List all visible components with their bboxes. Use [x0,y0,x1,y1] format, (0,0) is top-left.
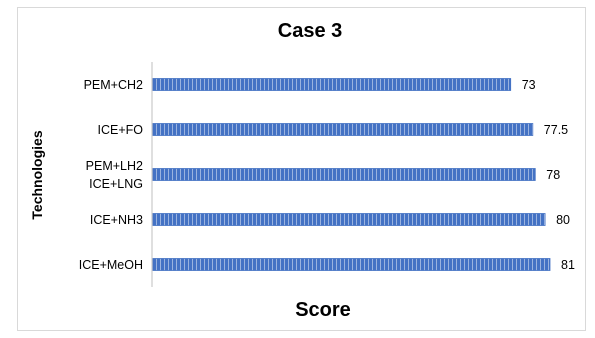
y-tick-label: ICE+LNG [89,177,143,191]
chart-title: Case 3 [278,20,343,42]
y-tick-label: ICE+FO [98,123,144,137]
data-label: 73 [522,78,536,92]
y-tick-label: ICE+NH3 [90,213,143,227]
data-label: 77.5 [544,123,568,137]
bar [152,123,534,136]
y-axis-title: Technologies [29,130,45,219]
bar [152,213,546,226]
x-axis-title: Score [295,299,351,321]
y-tick-label: PEM+LH2 [86,159,143,173]
data-label: 78 [546,168,560,182]
y-tick-label: PEM+CH2 [84,78,143,92]
data-label: 81 [561,258,575,272]
y-tick-label: ICE+MeOH [79,258,143,272]
bar [152,78,512,91]
bars-layer: PEM+CH2 73 ICE+FO 77.5 PEM+LH2 ICE+LNG 78 ICE+N… [79,78,575,272]
bar [152,168,536,181]
data-label: 80 [556,213,570,227]
bar [152,258,551,271]
